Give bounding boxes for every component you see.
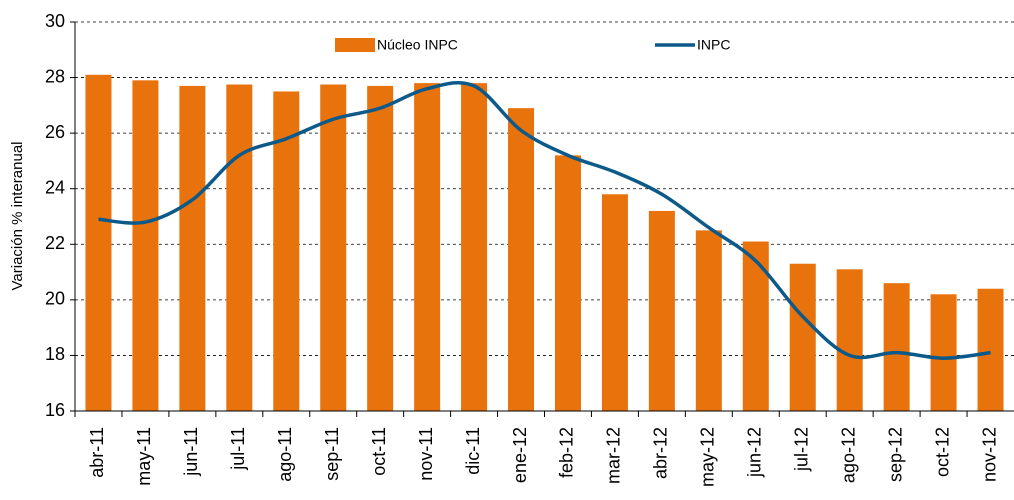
bar: [695, 230, 722, 411]
y-tick-label: 18: [45, 344, 65, 364]
bar: [742, 241, 769, 411]
y-tick-label: 28: [45, 66, 65, 86]
x-tick-label: abr-11: [87, 427, 107, 478]
legend-label: Núcleo INPC: [377, 37, 458, 53]
bar: [273, 91, 300, 411]
bar: [320, 84, 347, 412]
x-tick-label: may-12: [698, 427, 718, 487]
bar: [977, 288, 1004, 411]
bar: [554, 155, 581, 411]
bar: [508, 108, 535, 411]
bar: [601, 194, 628, 411]
x-tick-label: jul-11: [228, 427, 248, 471]
x-tick-label: ago-12: [838, 427, 858, 483]
bar: [461, 83, 488, 411]
bar: [179, 85, 206, 412]
x-tick-label: oct-11: [369, 427, 389, 476]
x-tick-label: nov-12: [979, 427, 999, 482]
bar: [883, 283, 910, 411]
x-tick-label: jun-11: [181, 427, 201, 477]
x-tick-label: sep-11: [322, 427, 342, 481]
x-tick-label: abr-12: [651, 427, 671, 479]
y-tick-label: 30: [45, 11, 65, 31]
x-tick-label: ene-12: [510, 427, 530, 483]
x-tick-label: nov-11: [416, 427, 436, 481]
x-tick-label: ago-11: [275, 427, 295, 482]
bar: [132, 80, 159, 411]
bar: [648, 210, 675, 411]
legend-label: INPC: [697, 37, 730, 53]
x-tick-label: feb-12: [557, 427, 577, 478]
bar: [930, 294, 957, 411]
x-tick-label: mar-12: [604, 427, 624, 484]
bar: [226, 84, 253, 412]
legend-swatch: [335, 38, 375, 52]
y-tick-label: 26: [45, 122, 65, 142]
x-tick-label: dic-11: [463, 427, 483, 475]
bar: [414, 83, 441, 411]
y-tick-label: 16: [45, 400, 65, 420]
line: [98, 81, 991, 360]
bar: [367, 85, 394, 412]
x-tick-label: sep-12: [885, 427, 905, 482]
x-tick-label: jun-12: [745, 427, 765, 478]
bar: [85, 74, 112, 412]
x-tick-label: may-11: [134, 427, 154, 486]
y-tick-label: 22: [45, 233, 65, 253]
y-axis-title: Variación % interanual: [9, 142, 26, 291]
y-tick-label: 24: [45, 177, 65, 197]
y-tick-label: 20: [45, 289, 65, 309]
bar: [789, 263, 816, 411]
x-tick-label: oct-12: [932, 427, 952, 477]
bar: [836, 269, 863, 411]
x-tick-label: jul-12: [791, 427, 811, 472]
